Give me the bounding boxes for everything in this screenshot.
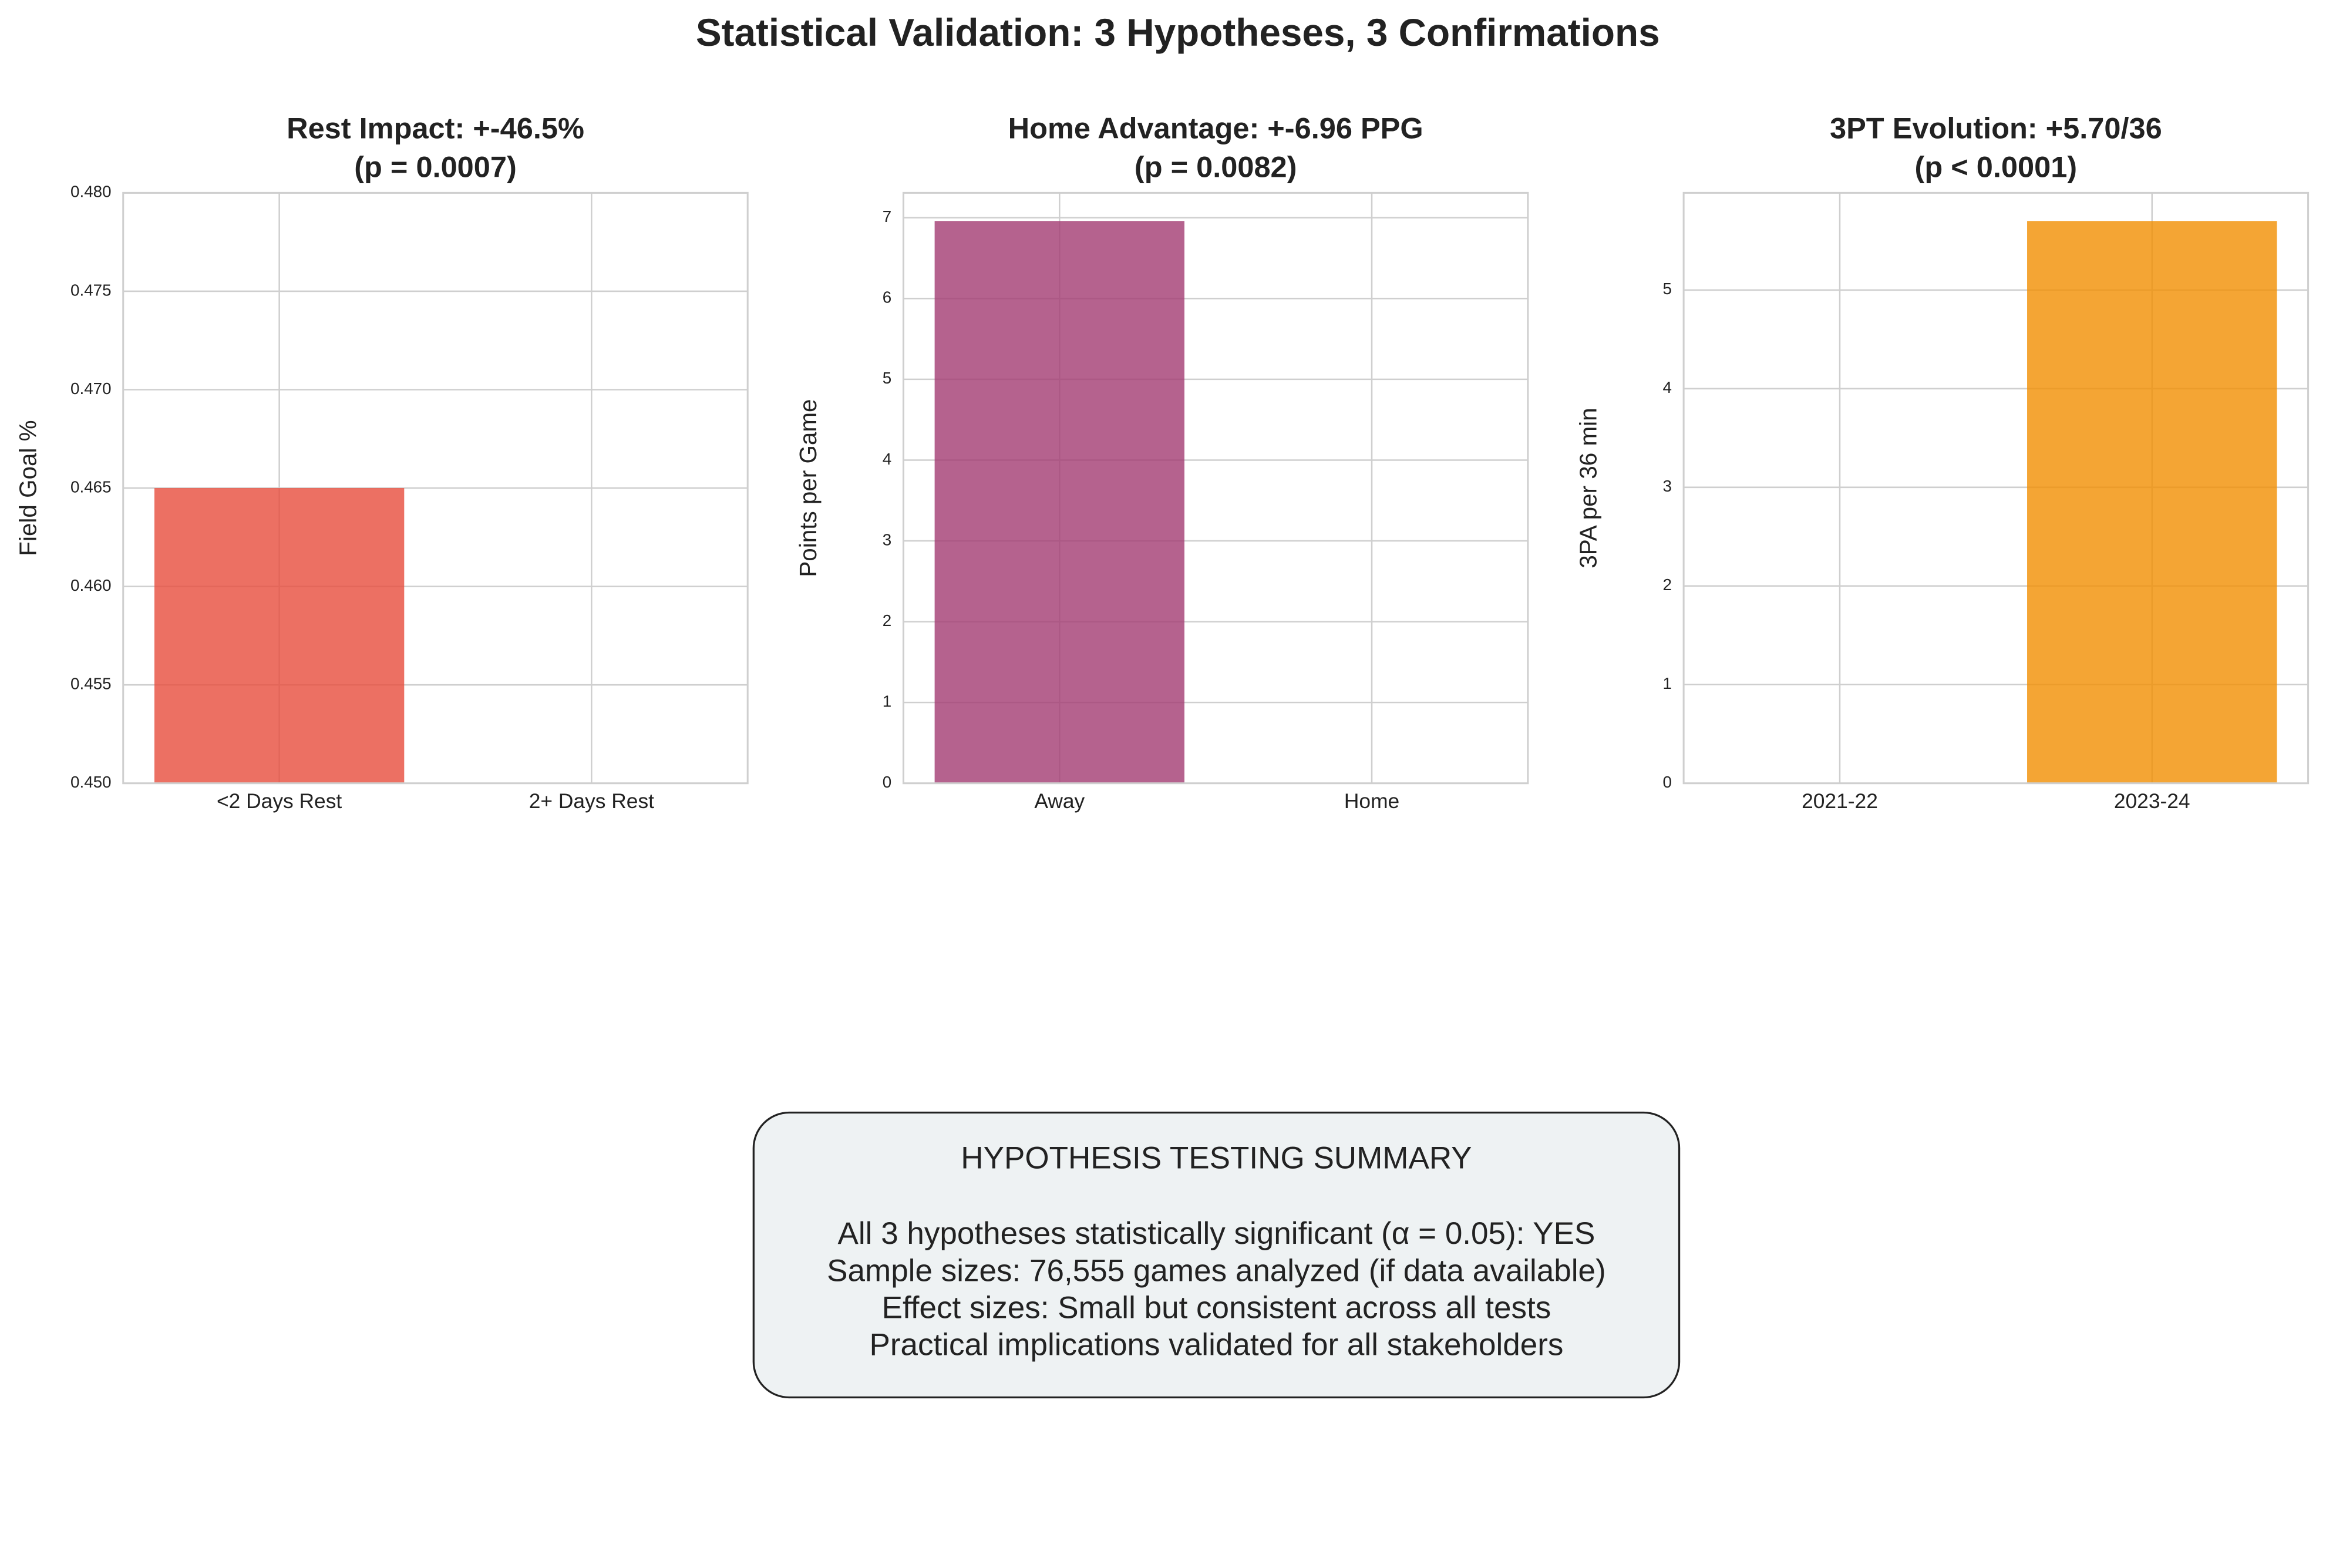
- chart-subtitle: (p < 0.0001): [1915, 150, 2078, 183]
- summary-line: All 3 hypotheses statistically significa…: [838, 1216, 1595, 1251]
- y-tick-label: 2: [883, 611, 891, 630]
- y-tick-label: 5: [883, 369, 891, 387]
- y-tick-label: 1: [1662, 674, 1671, 692]
- plot-frame: [902, 191, 1529, 785]
- y-tick-label: 0: [1662, 773, 1671, 791]
- bar: [2027, 221, 2277, 783]
- plot-frame: [122, 191, 749, 785]
- x-tick-label: 2023-24: [2114, 790, 2190, 813]
- x-tick-label: 2+ Days Rest: [529, 790, 654, 813]
- y-tick-label: 0.460: [70, 576, 111, 594]
- y-tick-label: 0: [883, 773, 891, 791]
- chart-title: Rest Impact: +-46.5%: [287, 112, 584, 145]
- y-tick-label: 4: [883, 450, 891, 468]
- summary-line: Effect sizes: Small but consistent acros…: [882, 1290, 1551, 1325]
- y-tick-label: 2: [1662, 576, 1671, 594]
- chart-subtitle: (p = 0.0007): [354, 150, 517, 183]
- plot-frame: [1682, 191, 2310, 785]
- x-tick-label: <2 Days Rest: [217, 790, 342, 813]
- y-tick-label: 0.470: [70, 379, 111, 398]
- x-tick-label: Home: [1344, 790, 1399, 813]
- y-tick-label: 0.465: [70, 477, 111, 496]
- y-tick-label: 1: [883, 692, 891, 711]
- y-tick-label: 0.480: [70, 183, 111, 201]
- y-tick-label: 5: [1662, 280, 1671, 298]
- y-tick-label: 0.475: [70, 281, 111, 299]
- summary-title: HYPOTHESIS TESTING SUMMARY: [961, 1140, 1472, 1175]
- figure-title: Statistical Validation: 3 Hypotheses, 3 …: [696, 11, 1660, 54]
- y-axis-label: 3PA per 36 min: [1575, 408, 1602, 568]
- y-tick-label: 6: [883, 288, 891, 307]
- y-tick-label: 0.450: [70, 773, 111, 791]
- chart-title: Home Advantage: +-6.96 PPG: [1008, 112, 1423, 145]
- y-tick-label: 4: [1662, 378, 1671, 396]
- chart-subtitle: (p = 0.0082): [1135, 150, 1297, 183]
- summary-line: Practical implications validated for all…: [869, 1328, 1563, 1362]
- y-tick-label: 0.455: [70, 675, 111, 693]
- chart-title: 3PT Evolution: +5.70/36: [1830, 112, 2162, 145]
- summary-box: [752, 1111, 1681, 1399]
- y-axis-label: Field Goal %: [14, 420, 41, 556]
- y-axis-label: Points per Game: [795, 399, 822, 577]
- y-tick-label: 3: [883, 530, 891, 549]
- bar: [154, 488, 405, 783]
- summary-line: Sample sizes: 76,555 games analyzed (if …: [827, 1253, 1606, 1288]
- bar: [934, 221, 1185, 783]
- x-tick-label: 2021-22: [1802, 790, 1878, 813]
- y-tick-label: 3: [1662, 477, 1671, 495]
- y-tick-label: 7: [883, 207, 891, 226]
- x-tick-label: Away: [1034, 790, 1085, 813]
